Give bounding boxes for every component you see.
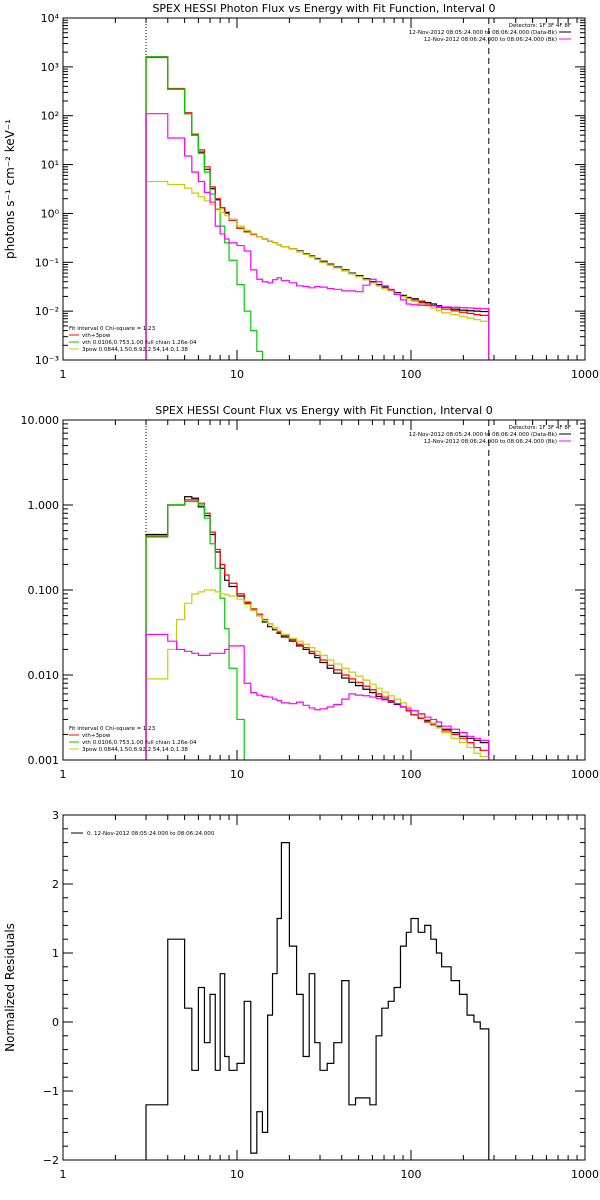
time-range-bk: 12-Nov-2012 08:06:24.000 to 08:06:24.000…: [424, 439, 557, 445]
y-tick-label: 10⁻³: [35, 354, 59, 367]
x-tick-label: 10: [230, 368, 244, 381]
y-tick-label: 0.010: [28, 669, 60, 682]
fit-info-legend: Fit Interval 0 Chi-square = 1.23vth+3pow…: [69, 726, 197, 753]
fit-interval-label: Fit Interval 0 Chi-square = 1.23: [69, 726, 156, 732]
x-tick-label: 1: [60, 368, 67, 381]
fit-legend-entry: 3pow 0.0844,1.50,8.92,2.54,14.0,1.38: [82, 347, 188, 353]
detectors-label: Detectors: 1F 3F 4F 8F: [509, 425, 571, 431]
x-tick-label: 10: [230, 768, 244, 781]
fit-legend-entry: vth+3pow: [82, 733, 111, 739]
series-group: [145, 842, 490, 1160]
series-line-vth: [145, 56, 264, 360]
y-axis-ticks: 10⁻³ 10⁻² 10⁻¹ 10⁰ 10¹ 10² 10³ 10⁴: [35, 12, 585, 367]
y-axis-label: Normalized Residuals: [3, 923, 17, 1052]
x-tick-label: 1: [60, 768, 67, 781]
detectors-label: Detectors: 1F 3F 4F 8F: [509, 23, 571, 29]
y-tick-label: 10⁻²: [35, 305, 59, 318]
y-tick-label: 10.000: [21, 414, 60, 427]
series-line-bk: [145, 633, 490, 760]
y-axis-ticks: −2 −1 0 1 2 3: [43, 809, 585, 1167]
x-tick-label: 100: [401, 768, 422, 781]
series-line-bk: [145, 113, 490, 360]
y-axis-ticks: 0.001 0.010 0.100 1.000 10.000: [21, 414, 585, 767]
plot-frame: [62, 17, 586, 361]
residual-legend-label: 0. 12-Nov-2012 08:05:24.000 to 08:06:24.…: [87, 831, 215, 837]
x-tick-label: 1000: [571, 1168, 599, 1181]
series-line-residuals: [145, 842, 490, 1160]
y-tick-label: 10¹: [41, 159, 59, 172]
y-tick-label: 10⁴: [41, 12, 60, 25]
fit-legend-entry: vth+3pow: [82, 333, 111, 339]
series-line-vth-3pow: [145, 56, 490, 360]
y-tick-label: 0: [52, 1016, 59, 1029]
x-tick-label: 1000: [571, 768, 599, 781]
chart-panel-3: Normalized Residuals 1 10 100 1000 −2 −1 0 1 2 3 0.…: [3, 809, 599, 1181]
y-tick-label: 0.001: [28, 754, 60, 767]
y-tick-label: 1: [52, 947, 59, 960]
time-range-data-bk: 12-Nov-2012 08:05:24.000 to 08:06:24.000…: [409, 432, 557, 438]
series-line-3pow: [145, 180, 490, 360]
fit-info-legend: Fit Interval 0 Chi-square = 1.23vth+3pow…: [69, 326, 197, 353]
x-axis-ticks: 1 10 100 1000: [60, 18, 599, 381]
fit-legend-entry: 3pow 0.0844,1.50,8.92,2.54,14.0,1.38: [82, 747, 188, 753]
y-tick-label: 10⁰: [41, 207, 60, 220]
y-tick-label: 0.100: [28, 584, 60, 597]
plot-frame: [62, 814, 586, 1161]
series-group: [145, 56, 490, 360]
x-tick-label: 1: [60, 1168, 67, 1181]
x-tick-label: 100: [401, 368, 422, 381]
fit-legend-entry: vth 0.0106,0.753,1.00 full chian 1.26e-0…: [82, 340, 197, 346]
chart-title: SPEX HESSI Count Flux vs Energy with Fit…: [155, 404, 492, 417]
y-tick-label: 10³: [41, 61, 59, 74]
chart-title: SPEX HESSI Photon Flux vs Energy with Fi…: [152, 2, 495, 15]
residual-legend: 0. 12-Nov-2012 08:05:24.000 to 08:06:24.…: [71, 831, 215, 837]
plot-frame: [62, 419, 586, 761]
fit-legend-entry: vth 0.0106,0.753,1.00 full chian 1.26e-0…: [82, 740, 197, 746]
y-tick-label: 2: [52, 878, 59, 891]
x-tick-label: 1000: [571, 368, 599, 381]
x-axis-ticks: 1 10 100 1000: [60, 815, 599, 1181]
y-tick-label: 10⁻¹: [35, 256, 59, 269]
series-line-data-bk: [145, 56, 490, 360]
chart-panel-2: SPEX HESSI Count Flux vs Energy with Fit…: [21, 404, 600, 781]
y-axis-label: photons s⁻¹ cm⁻² keV⁻¹: [3, 119, 17, 259]
chart-panel-1: SPEX HESSI Photon Flux vs Energy with Fi…: [3, 2, 599, 381]
fit-interval-label: Fit Interval 0 Chi-square = 1.23: [69, 326, 156, 332]
series-line-vth-3pow: [145, 499, 490, 760]
series-line-3pow: [145, 589, 490, 760]
y-tick-label: −2: [43, 1154, 59, 1167]
y-tick-label: 3: [52, 809, 59, 822]
series-line-data-bk: [145, 496, 490, 760]
x-tick-label: 100: [401, 1168, 422, 1181]
time-range-data-bk: 12-Nov-2012 08:05:24.000 to 08:06:24.000…: [409, 30, 557, 36]
x-tick-label: 10: [230, 1168, 244, 1181]
y-tick-label: 1.000: [28, 499, 60, 512]
series-line-vth: [145, 500, 245, 760]
series-group: [145, 496, 490, 760]
time-range-bk: 12-Nov-2012 08:06:24.000 to 08:06:24.000…: [424, 37, 557, 43]
y-tick-label: 10²: [41, 110, 59, 123]
y-tick-label: −1: [43, 1085, 59, 1098]
